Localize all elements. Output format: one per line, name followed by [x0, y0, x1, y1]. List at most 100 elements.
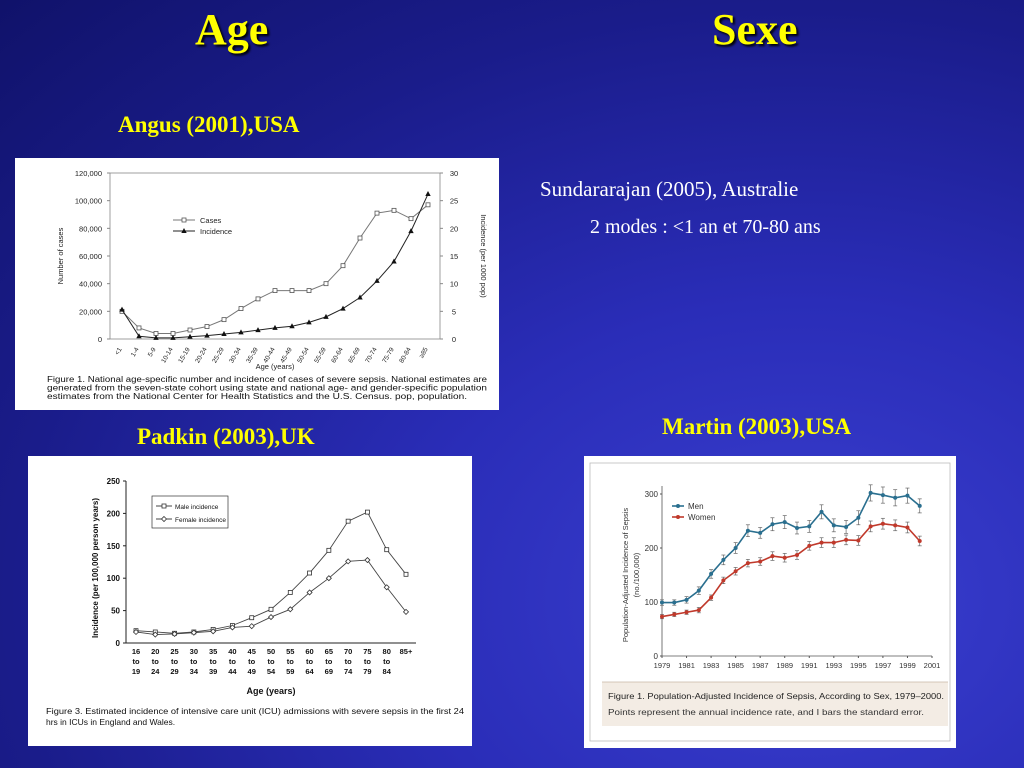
angus-ytick: 0 [98, 335, 102, 344]
martin-women-point [868, 524, 873, 529]
padkin-xtick: 60 [305, 647, 313, 656]
angus-legend-incidence-marker [181, 228, 187, 233]
padkin-ytick: 250 [107, 477, 121, 486]
padkin-xtick: 29 [170, 667, 178, 676]
martin-legend-men-marker [676, 504, 680, 508]
martin-men-point [758, 530, 763, 535]
martin-women-point [782, 555, 787, 560]
angus-cases-point [170, 331, 176, 336]
angus-ytick: 80,000 [79, 224, 102, 233]
padkin-ytick: 150 [107, 542, 121, 551]
angus-incidence-point [391, 258, 397, 264]
angus-ytick: 40,000 [79, 280, 102, 289]
angus-incidence-point [221, 331, 227, 337]
padkin-xtick: 84 [383, 667, 392, 676]
martin-men-point [770, 522, 775, 527]
padkin-xtick: 20 [151, 647, 159, 656]
martin-women-point [745, 561, 750, 566]
angus-cases-point [238, 306, 244, 311]
martin-xtick: 1997 [875, 661, 892, 670]
angus-cases-point [187, 327, 193, 333]
padkin-xtick: to [383, 657, 390, 666]
padkin-male-point [345, 518, 351, 524]
angus-y2tick: 30 [450, 169, 458, 178]
martin-xtick: 1999 [899, 661, 916, 670]
padkin-xtick: 35 [209, 647, 217, 656]
padkin-xtick: 40 [228, 647, 236, 656]
angus-incidence-point [136, 333, 142, 339]
martin-xtick: 1985 [727, 661, 744, 670]
angus-cases-point [221, 317, 227, 323]
padkin-xtick: to [306, 657, 313, 666]
padkin-legend-box [151, 495, 229, 529]
padkin-legend-male-marker [161, 503, 167, 509]
padkin-male-point [287, 590, 293, 595]
angus-xtick: 80-84 [398, 346, 413, 364]
padkin-xtick: to [267, 657, 274, 666]
padkin-female-point [171, 630, 178, 637]
padkin-xtick: 64 [305, 667, 314, 676]
sundararajan-line2: 2 modes : <1 an et 70-80 ans [590, 216, 821, 238]
padkin-xtick: 54 [267, 667, 276, 676]
angus-xtick: 50-54 [296, 346, 311, 364]
martin-ytick: 300 [645, 490, 659, 499]
angus-xtick: 25-29 [211, 346, 226, 364]
padkin-ytick: 100 [107, 574, 121, 583]
angus-cases-point [357, 235, 363, 241]
angus-xtick: ≥85 [418, 346, 430, 359]
angus-chart: 0 20,000 40,000 60,000 80,000 100,000 120,000 0… [47, 169, 488, 401]
padkin-xlabel: Age (years) [246, 686, 295, 696]
padkin-xtick: 80 [383, 647, 391, 656]
padkin-figure-caption-line: hrs in ICUs in England and Wales. [46, 717, 175, 727]
angus-xtick: <1 [114, 346, 124, 356]
angus-cases-point [255, 296, 261, 302]
angus-xtick: 65-69 [347, 346, 362, 364]
martin-women-point [795, 553, 799, 558]
padkin-xtick: 45 [248, 647, 256, 656]
angus-incidence-point [340, 305, 346, 311]
martin-caption: Martin (2003),USA [662, 414, 852, 439]
angus-y2tick: 25 [450, 197, 458, 206]
martin-women-point [856, 538, 861, 543]
angus-xtick: 5-9 [147, 346, 158, 358]
angus-caption: Angus (2001),USA [118, 112, 300, 137]
padkin-male-point [307, 570, 312, 576]
martin-xtick: 1991 [801, 661, 818, 670]
angus-incidence-point [425, 191, 431, 197]
angus-ylabel: Number of cases [56, 227, 65, 284]
padkin-xtick: 59 [286, 667, 294, 676]
angus-incidence-point [170, 334, 176, 340]
martin-women-line [661, 522, 921, 618]
angus-cases-point [306, 288, 312, 293]
martin-figure: 0 100 200 300 1979 1981 1983 1985 1987 1989 1991 19… [584, 456, 956, 748]
martin-legend-women: Women [688, 513, 715, 522]
padkin-female-point [364, 556, 371, 564]
angus-figure-caption-line: Figure 1. National age-specific number a… [47, 375, 488, 384]
martin-xtick: 1981 [678, 661, 695, 670]
padkin-xtick: to [345, 657, 352, 666]
angus-xtick: 1-4 [130, 346, 141, 358]
angus-cases-point [153, 331, 159, 336]
padkin-xtick: to [325, 657, 332, 666]
angus-ytick: 20,000 [79, 307, 102, 316]
padkin-ylabel: Incidence (per 100,000 person years) [91, 498, 100, 638]
padkin-male-point [403, 571, 409, 577]
angus-incidence-point [238, 329, 244, 335]
padkin-figure: 0 50 100 150 200 250 16 to 19 20 to 24 25 to 29 30 to 34 3… [28, 456, 472, 746]
padkin-xtick: 24 [151, 667, 160, 676]
angus-incidence-point [272, 324, 278, 330]
padkin-xtick: to [229, 657, 236, 666]
padkin-female-point [383, 584, 390, 591]
angus-cases-point [408, 216, 414, 222]
angus-xtick: 30-34 [228, 346, 243, 364]
martin-men-point [672, 600, 677, 605]
martin-men-point [893, 495, 898, 500]
padkin-female-point [402, 608, 410, 615]
martin-ylabel: Population-Adjusted Incidence of Sepsis [621, 508, 630, 643]
martin-xtick: 1989 [776, 661, 793, 670]
padkin-female-point [229, 624, 236, 631]
martin-men-point [856, 515, 861, 520]
title-sexe: Sexe [712, 5, 798, 54]
padkin-xtick: 85+ [400, 647, 413, 656]
padkin-legend-female: Female incidence [175, 517, 226, 524]
